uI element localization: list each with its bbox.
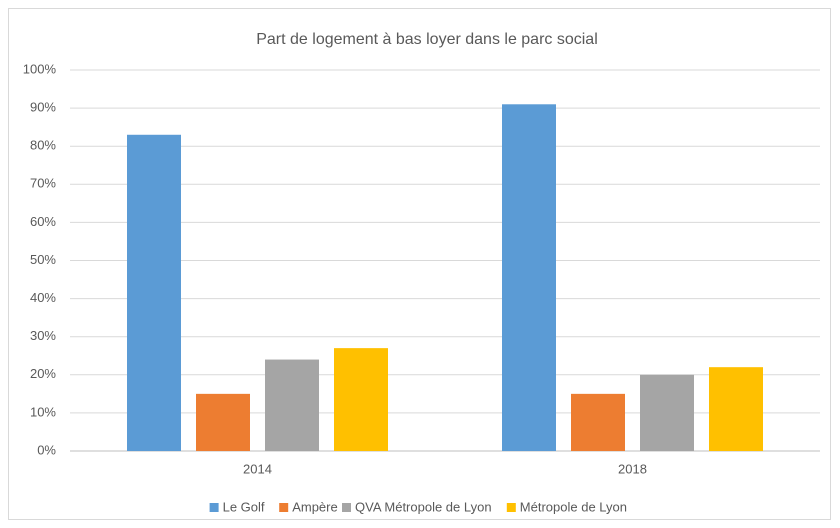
legend-swatch xyxy=(342,503,351,512)
legend-label: QVA Métropole de Lyon xyxy=(355,499,492,514)
bar xyxy=(334,348,388,451)
bar xyxy=(127,134,181,451)
legend-swatch xyxy=(209,503,219,512)
y-tick-label: 50% xyxy=(30,252,56,267)
y-tick-label: 20% xyxy=(30,366,56,381)
legend-label: Métropole de Lyon xyxy=(520,499,627,514)
x-tick-label: 2018 xyxy=(618,461,647,476)
bar xyxy=(196,393,250,451)
y-tick-label: 70% xyxy=(30,176,56,191)
y-tick-label: 80% xyxy=(30,138,56,153)
y-tick-label: 90% xyxy=(30,100,56,115)
bar xyxy=(709,367,763,451)
y-tick-label: 10% xyxy=(30,404,56,419)
y-tick-label: 40% xyxy=(30,290,56,305)
y-tick-label: 30% xyxy=(30,328,56,343)
chart-title: Part de logement à bas loyer dans le par… xyxy=(256,31,598,48)
y-tick-label: 0% xyxy=(37,442,56,457)
bar xyxy=(502,104,556,451)
x-tick-label: 2014 xyxy=(243,461,272,476)
legend-swatch xyxy=(279,503,289,512)
legend-label: Le Golf xyxy=(223,499,265,514)
y-tick-label: 100% xyxy=(23,61,57,76)
bar xyxy=(265,359,319,451)
y-tick-label: 60% xyxy=(30,214,56,229)
legend-label: Ampère xyxy=(292,499,338,514)
bar xyxy=(571,393,625,451)
bar xyxy=(640,374,694,451)
legend-swatch xyxy=(506,503,516,512)
